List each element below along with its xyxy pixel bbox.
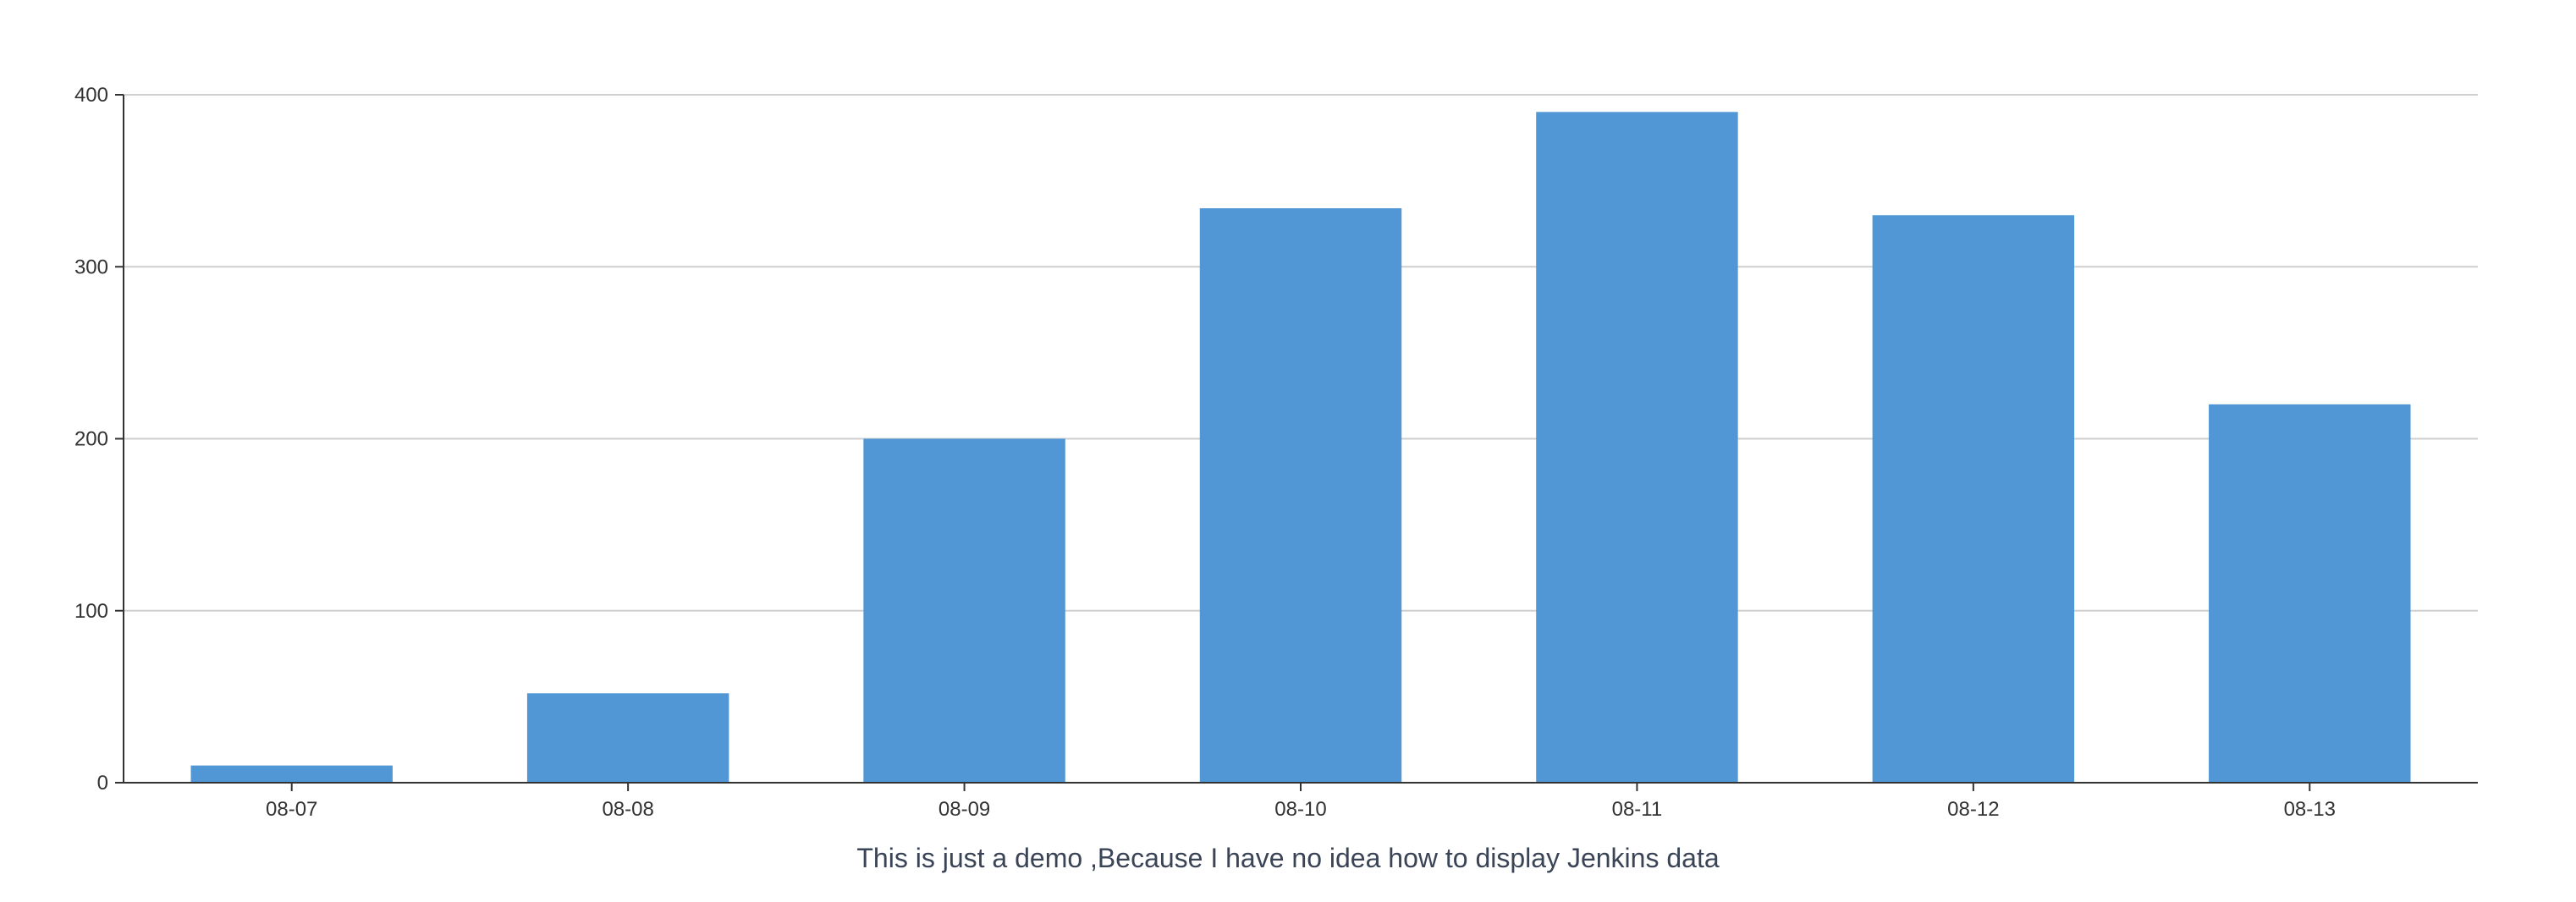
- bar: [2209, 404, 2411, 783]
- x-tick-label: 08-08: [602, 798, 653, 821]
- x-tick-label: 08-13: [2284, 798, 2336, 821]
- bar: [1872, 215, 2075, 783]
- bars: [190, 112, 2411, 783]
- bar: [526, 693, 729, 783]
- x-tick-label: 08-07: [266, 798, 317, 821]
- y-tick-label: 200: [74, 428, 108, 451]
- y-tick-label: 0: [97, 772, 108, 795]
- x-tick-label: 08-09: [938, 798, 990, 821]
- bar: [190, 765, 393, 783]
- y-tick-label: 300: [74, 256, 108, 278]
- y-tick-label: 400: [74, 84, 108, 107]
- bar: [1199, 208, 1402, 783]
- x-tick-label: 08-12: [1947, 798, 1999, 821]
- x-tick-label: 08-10: [1274, 798, 1326, 821]
- bar: [863, 438, 1065, 783]
- y-tick-label: 100: [74, 600, 108, 623]
- chart-caption: This is just a demo ,Because I have no i…: [856, 843, 1720, 873]
- x-tick-label: 08-11: [1612, 798, 1663, 821]
- axes: 0 100 200 300 400 08-07 08-08 08-09 08-10 08-11 08…: [74, 84, 2478, 821]
- bar: [1536, 112, 1738, 783]
